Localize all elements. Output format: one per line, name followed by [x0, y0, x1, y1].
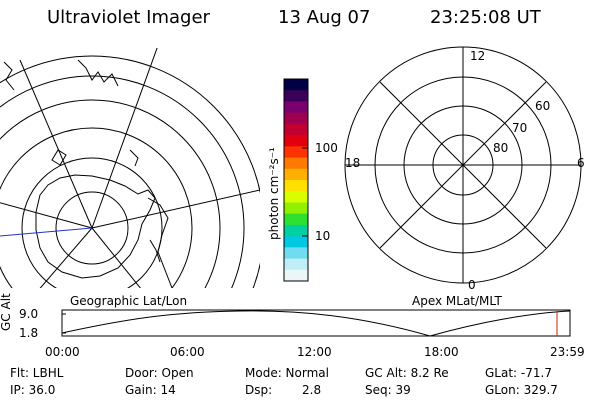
- altitude-ytick-low: 1.8: [19, 326, 39, 340]
- altitude-ytick-high: 9.0: [19, 307, 39, 321]
- colorbar-stripe: [284, 202, 308, 215]
- colorbar-stripe: [284, 168, 308, 181]
- dsp-label: Dsp:: [245, 383, 273, 397]
- sun-direction-line: [0, 227, 93, 237]
- dsp-value: 2.8: [302, 383, 322, 397]
- colorbar-stripe: [284, 224, 308, 237]
- time-tick-1800: 18:00: [424, 345, 459, 359]
- seq-readout: Seq: 39: [365, 383, 411, 397]
- instrument-title: Ultraviolet Imager: [47, 7, 210, 28]
- colorbar-stripe: [284, 213, 308, 226]
- mlt-label-0: 0: [468, 278, 476, 292]
- altitude-ylabel: GC Alt: [0, 293, 13, 331]
- colorbar-stripe: [284, 269, 308, 282]
- mlat-label-80: 80: [493, 141, 509, 155]
- mlt-label-18: 18: [345, 156, 361, 170]
- left-panel-caption: Geographic Lat/Lon: [70, 294, 188, 308]
- glat-readout: GLat: -71.7: [485, 366, 552, 380]
- door-readout: Door: Open: [125, 366, 194, 380]
- geographic-map-panel: [0, 48, 260, 288]
- gain-readout: Gain: 14: [125, 383, 176, 397]
- time-tick-0000: 00:00: [45, 345, 80, 359]
- altitude-curve: [61, 310, 571, 337]
- orbit-altitude-plot: [61, 309, 571, 337]
- colorbar-stripe: [284, 191, 308, 203]
- colorbar-stripe: [284, 236, 308, 248]
- mlat-label-60: 60: [535, 99, 551, 113]
- coastline: [3, 59, 173, 288]
- colorbar-tick-100: 100: [315, 141, 338, 155]
- colorbar-stripe: [284, 79, 308, 91]
- mode-readout: Mode: Normal: [245, 366, 329, 380]
- time-tick-1200: 12:00: [297, 345, 332, 359]
- glon-readout: GLon: 329.7: [485, 383, 558, 397]
- colorbar-stripe: [284, 90, 308, 102]
- time-tick-0600: 06:00: [170, 345, 205, 359]
- colorbar-stripe: [284, 258, 308, 271]
- date-label: 13 Aug 07: [278, 7, 371, 28]
- color-scale-bar: [283, 78, 309, 282]
- colorbar-stripe: [284, 101, 308, 114]
- colorbar-stripe: [284, 180, 308, 192]
- colorbar-stripe: [284, 247, 308, 260]
- filter-readout: Flt: LBHL: [10, 366, 64, 380]
- ip-readout: IP: 36.0: [10, 383, 56, 397]
- colorbar-stripe: [284, 146, 308, 159]
- mlt-label-6: 6: [577, 156, 585, 170]
- colorbar-stripe: [284, 135, 308, 147]
- mlat-mlt-polar-dial: [344, 46, 582, 284]
- mlat-label-70: 70: [512, 121, 528, 135]
- colorbar-tick-10: 10: [315, 229, 331, 243]
- colorbar-stripe: [284, 157, 308, 170]
- gc-altitude-readout: GC Alt: 8.2 Re: [365, 366, 449, 380]
- colorbar-units-label: photon cm⁻²s⁻¹: [267, 147, 281, 240]
- mlt-label-12: 12: [470, 49, 486, 63]
- time-tick-2359: 23:59: [550, 345, 585, 359]
- latitude-circles: [0, 55, 260, 288]
- time-label: 23:25:08 UT: [430, 7, 541, 28]
- longitude-lines: [0, 48, 260, 288]
- right-panel-caption: Apex MLat/MLT: [412, 294, 502, 308]
- colorbar-stripe: [284, 123, 308, 136]
- colorbar-stripe: [284, 112, 308, 125]
